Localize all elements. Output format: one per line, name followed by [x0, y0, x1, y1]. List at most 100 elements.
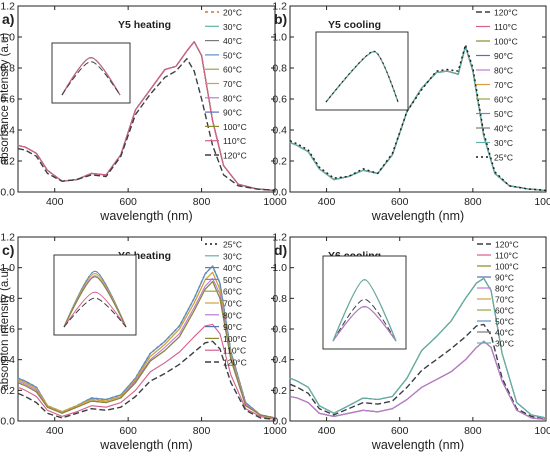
series-group	[17, 265, 276, 421]
legend-label: 30°C	[495, 339, 514, 349]
series-line	[289, 340, 547, 421]
y-tick-label: 0.4	[272, 354, 287, 366]
y-tick-label: 0.2	[272, 385, 287, 397]
x-tick-label: 800	[464, 425, 482, 437]
legend-label: 100°C	[495, 262, 519, 272]
legend-label: 100°C	[223, 122, 247, 132]
legend: 120°C110°C100°C90°C80°C70°C60°C50°C40°C3…	[477, 240, 519, 349]
legend-label: 30°C	[223, 22, 242, 32]
y-tick-label: 1.2	[0, 1, 15, 13]
chart-panel: 0.0 0.2 0.4 0.6 0.8 1.0 1.2 400 600 800 1000 wavele…	[0, 1, 287, 224]
legend-label: 70°C	[494, 80, 513, 90]
legend-label: 30°C	[494, 138, 513, 148]
series-line	[17, 271, 276, 419]
series-line	[289, 323, 547, 421]
x-tick-label: 400	[46, 425, 64, 437]
series-line	[17, 41, 276, 191]
x-tick-label: 400	[318, 196, 336, 208]
x-axis-label: wavelength (nm)	[99, 209, 192, 223]
y-axis-label: absorbance intensity (a.u)	[0, 33, 11, 165]
legend-label: 60°C	[223, 287, 242, 297]
x-tick-label: 800	[193, 196, 211, 208]
legend: 25°C30°C 40°C 50°C 60°C 70°C80°C 90°C 100°C 110…	[205, 240, 247, 368]
legend-label: 90°C	[495, 273, 514, 283]
legend-label: 40°C	[223, 36, 242, 46]
inset-series-line	[63, 276, 127, 328]
x-tick-label: 600	[391, 196, 409, 208]
y-tick-label: 0.8	[272, 63, 287, 75]
inset-series-line	[63, 270, 127, 328]
series-line	[17, 340, 276, 421]
x-axis-label: wavelength (nm)	[371, 438, 464, 452]
x-tick-label: 1000	[534, 425, 550, 437]
y-tick-label: 0.8	[0, 63, 15, 75]
x-axis-label: wavelength (nm)	[99, 438, 192, 452]
legend-label: 120°C	[495, 240, 519, 250]
chart-title: Y5 heating	[118, 19, 171, 31]
inset-series-line	[63, 297, 127, 328]
inset-frame	[51, 42, 131, 104]
legend-label: 80°C	[495, 284, 514, 294]
legend-label: 90°C	[223, 322, 242, 332]
chart-panel: 0.0 0.2 0.4 0.6 0.8 1.0 1.2 400 600 800 1000 wavele…	[0, 232, 287, 453]
legend-label: 70°C	[495, 295, 514, 305]
y-axis-label: absorpton intensity (a.u)	[0, 267, 11, 391]
x-tick-label: 1000	[534, 196, 550, 208]
inset-series-line	[61, 57, 121, 96]
legend-label: 120°C	[494, 8, 518, 18]
inset-series-line	[332, 306, 397, 342]
inset-series-line	[325, 50, 399, 103]
legend-label: 100°C	[223, 334, 247, 344]
legend-label: 25°C	[494, 153, 513, 163]
legend-label: 110°C	[223, 136, 246, 146]
legend-label: 50°C	[223, 275, 242, 285]
legend-label: 60°C	[494, 95, 513, 105]
series-group	[289, 44, 547, 192]
legend-label: 40°C	[495, 328, 514, 338]
inset-series-line	[332, 279, 397, 342]
series-line	[17, 323, 276, 421]
x-tick-label: 600	[119, 425, 137, 437]
series-line	[17, 280, 276, 419]
y-tick-label: 1.0	[0, 32, 15, 44]
legend-label: 40°C	[494, 124, 513, 134]
y-tick-label: 1.2	[0, 232, 15, 244]
legend-label: 40°C	[223, 263, 242, 273]
legend-label: 80°C	[494, 66, 513, 76]
y-tick-label: 0.2	[0, 385, 15, 397]
y-tick-label: 0.4	[0, 354, 15, 366]
chart-title: Y5 cooling	[328, 19, 381, 31]
panel-label: b)	[274, 11, 287, 27]
inset-series-line	[63, 291, 127, 328]
y-tick-label: 0.0	[272, 416, 287, 428]
legend: 20°C 30°C 40°C 50°C 60°C 70°C 80°C 90°C 100°C 110…	[205, 8, 247, 161]
series-group	[289, 277, 547, 421]
legend-label: 50°C	[495, 317, 514, 327]
legend-label: 120°C	[223, 358, 247, 368]
legend-label: 20°C	[223, 8, 242, 18]
inset-zoom	[53, 254, 137, 336]
y-tick-label: 0.0	[0, 416, 15, 428]
x-tick-label: 1000	[263, 425, 287, 437]
x-tick-label: 800	[464, 196, 482, 208]
series-line	[289, 277, 547, 419]
y-tick-label: 1.2	[272, 232, 287, 244]
chart-panel: 0.0 0.2 0.4 0.6 0.8 1.0 1.2 400 600 800 1000 wavele…	[272, 232, 550, 453]
legend: 120°C110°C100°C90°C80°C70°C60°C50°C40°C3…	[476, 8, 518, 163]
x-tick-label: 400	[46, 196, 64, 208]
legend-label: 90°C	[223, 108, 242, 118]
inset-zoom	[322, 255, 407, 350]
y-tick-label: 0.0	[272, 187, 287, 199]
y-tick-label: 0.6	[0, 94, 15, 106]
y-tick-label: 0.6	[0, 324, 15, 336]
y-tick-label: 0.4	[272, 125, 287, 137]
y-tick-label: 1.0	[272, 32, 287, 44]
inset-series-line	[63, 273, 127, 328]
inset-zoom	[315, 31, 409, 111]
legend-label: 120°C	[223, 151, 247, 161]
legend-label: 60°C	[495, 306, 514, 316]
legend-label: 60°C	[223, 65, 242, 75]
legend-label: 80°C	[223, 310, 242, 320]
legend-label: 70°C	[223, 79, 242, 89]
series-line	[289, 340, 547, 421]
